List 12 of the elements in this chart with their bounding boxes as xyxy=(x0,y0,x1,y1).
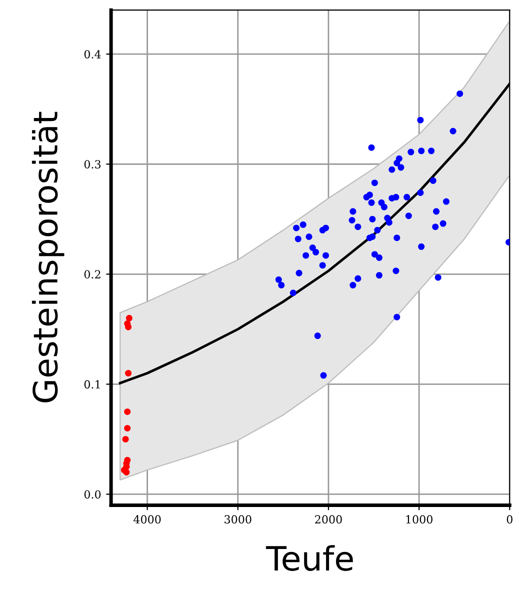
x-tick-label: 0 xyxy=(506,515,512,524)
y-tick-label: 0.4 xyxy=(84,50,101,58)
y-axis-title: Gesteinsporosität xyxy=(32,112,64,402)
x-tick-label: 1000 xyxy=(406,515,432,524)
x-tick-label: 2000 xyxy=(315,515,342,524)
y-tick-label: 0.2 xyxy=(84,270,100,279)
y-tick-label: 0.1 xyxy=(84,380,100,389)
x-tick-label: 3000 xyxy=(224,515,252,524)
x-axis-title: Teufe xyxy=(266,545,353,571)
y-tick-label: 0.0 xyxy=(84,490,101,499)
x-tick-label: 4000 xyxy=(134,515,161,524)
y-tick-label: 0.3 xyxy=(84,160,101,169)
